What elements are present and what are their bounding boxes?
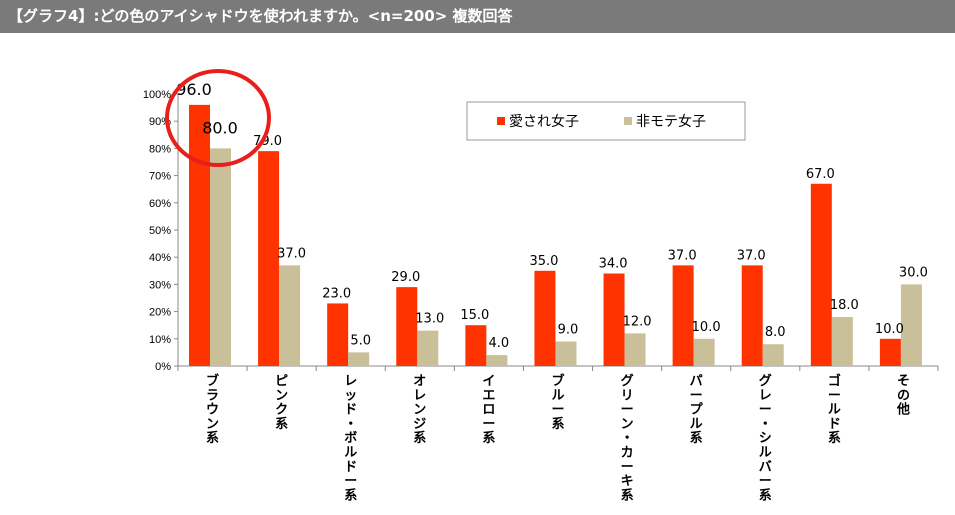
bar-series-2	[624, 333, 646, 366]
category-label: その他	[896, 374, 910, 418]
legend-label: 愛され女子	[509, 113, 579, 130]
y-axis: 0%10%20%30%40%50%60%70%80%90%100%	[143, 89, 939, 373]
data-label: 10.0	[692, 320, 721, 335]
bar-series-2	[900, 284, 922, 366]
highlight-circle	[165, 69, 271, 167]
category-label: レッド・ボルドー系	[344, 374, 357, 503]
bar-series-2	[417, 330, 439, 366]
bar-series-2	[831, 317, 853, 366]
category-label: ブルー系	[551, 373, 564, 432]
legend-label: 非モテ女子	[636, 113, 706, 130]
data-label: 37.0	[668, 248, 697, 263]
bar-series-1	[810, 183, 832, 366]
bar-series-1	[465, 325, 487, 366]
highlight	[165, 69, 271, 167]
bar-series-1	[603, 273, 625, 366]
bars	[189, 104, 922, 366]
category-label: オレンジ系	[413, 374, 426, 446]
bar-series-2	[279, 265, 301, 366]
bar-series-1	[879, 338, 901, 366]
bar-series-1	[396, 287, 418, 366]
data-label: 18.0	[830, 298, 859, 313]
y-tick-label: 10%	[149, 334, 171, 346]
chart-title: 【グラフ4】:どの色のアイシャドウを使われますか。<n=200> 複数回答	[0, 0, 955, 33]
bar-series-1	[189, 104, 210, 366]
category-labels: ブラウン系 ピンク系 レッド・ボルドー系 オレンジ系 イエロー系 ブルー系 グリーン・カーキ…	[206, 373, 910, 503]
data-label: 9.0	[558, 323, 579, 338]
data-label: 15.0	[460, 308, 489, 323]
category-label: ブラウン系	[206, 373, 219, 446]
legend-box	[466, 101, 746, 141]
y-tick-label: 70%	[149, 171, 171, 183]
data-label: 30.0	[899, 265, 928, 280]
data-label: 8.0	[765, 325, 786, 340]
data-label: 34.0	[599, 257, 628, 272]
data-label: 35.0	[529, 254, 558, 269]
data-label: 13.0	[415, 312, 444, 327]
y-tick-label: 50%	[149, 225, 171, 237]
category-label: ピンク系	[275, 374, 288, 432]
data-label: 67.0	[806, 167, 835, 182]
bar-series-2	[210, 148, 231, 366]
data-label: 5.0	[350, 333, 371, 348]
bar-series-1	[327, 303, 349, 366]
data-label: 23.0	[322, 286, 351, 301]
legend-swatch	[624, 117, 632, 125]
bar-series-2	[348, 352, 370, 366]
bar-series-2	[693, 338, 715, 366]
bar-series-1	[672, 265, 694, 366]
legend: 愛され女子 非モテ女子	[466, 101, 746, 141]
bar-series-2	[762, 344, 784, 366]
y-tick-label: 60%	[149, 198, 171, 210]
category-label: グリーン・カーキ系	[621, 373, 634, 503]
y-tick-label: 80%	[149, 143, 171, 155]
data-label: 10.0	[875, 322, 904, 337]
data-label: 12.0	[623, 314, 652, 329]
bar-series-1	[258, 151, 280, 366]
category-label: イエロー系	[482, 374, 495, 446]
data-label: 80.0	[202, 118, 238, 137]
bar-series-2	[486, 355, 508, 366]
y-tick-label: 100%	[143, 89, 171, 101]
bar-series-1	[741, 265, 763, 366]
bar-series-1	[534, 270, 556, 366]
y-tick-label: 0%	[155, 361, 171, 373]
category-label: パープル系	[690, 374, 704, 446]
y-tick-label: 30%	[149, 279, 171, 291]
data-label: 4.0	[489, 336, 510, 351]
data-labels: 96.080.079.037.023.05.029.013.0 15.04.035…	[176, 80, 928, 351]
bar-series-2	[555, 341, 577, 366]
data-label: 37.0	[277, 246, 306, 261]
category-label: ゴールド系	[828, 373, 841, 446]
y-tick-label: 20%	[149, 307, 171, 319]
data-label: 29.0	[391, 270, 420, 285]
data-label: 37.0	[737, 248, 766, 263]
y-tick-label: 40%	[149, 252, 171, 264]
category-label: グレー・シルバー系	[759, 373, 772, 503]
legend-swatch	[497, 117, 505, 125]
bar-chart: 0%10%20%30%40%50%60%70%80%90%100% 96.080…	[143, 69, 939, 503]
